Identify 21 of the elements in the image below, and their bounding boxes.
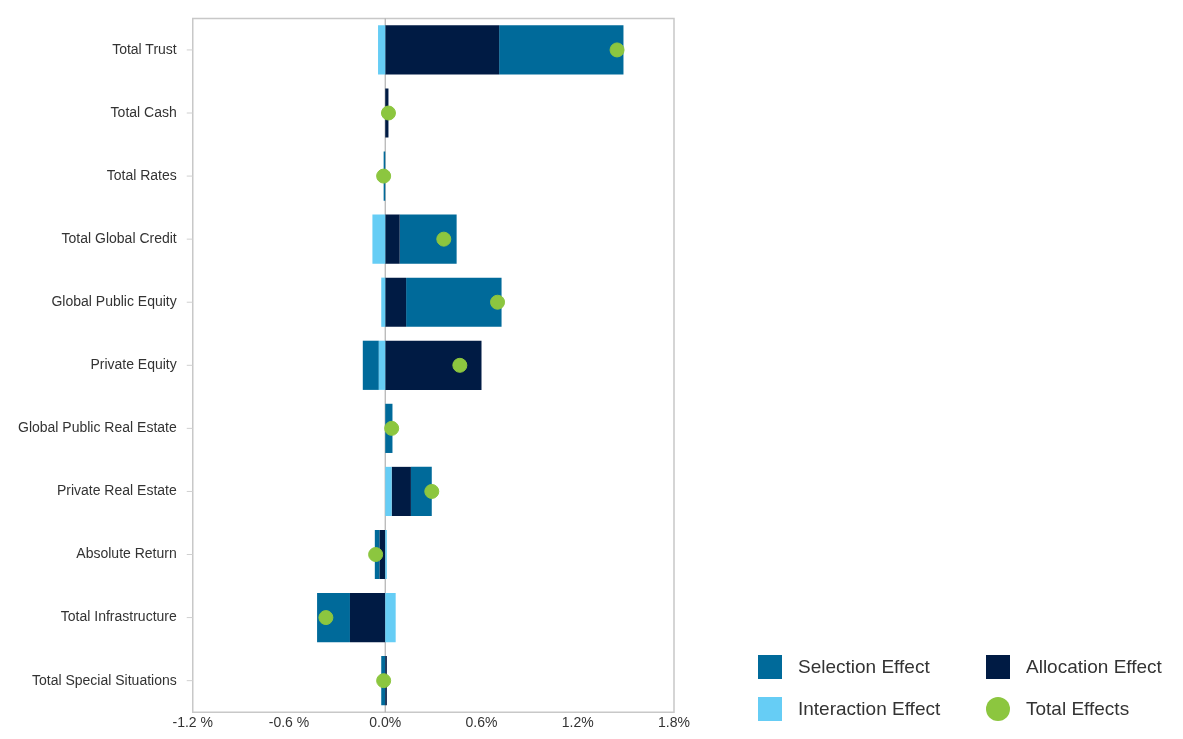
legend-label: Interaction Effect — [798, 698, 941, 720]
y-tick-label: Total Infrastructure — [60, 608, 177, 625]
x-tick-label: -0.6 % — [268, 714, 310, 731]
y-tick-label: Total Trust — [112, 40, 177, 57]
x-tick-label: -1.2 % — [172, 714, 213, 731]
x-tick-label: 0.6% — [465, 714, 498, 731]
y-tick-label: Total Special Situations — [31, 671, 177, 688]
legend-label: Total Effects — [1026, 698, 1130, 720]
y-tick-label: Absolute Return — [76, 545, 177, 562]
y-tick-label: Global Public Equity — [51, 293, 177, 310]
y-tick-label: Private Real Estate — [56, 482, 177, 499]
y-tick-label: Global Public Real Estate — [17, 419, 177, 436]
y-tick-label: Total Cash — [110, 103, 177, 120]
legend-label: Selection Effect — [798, 656, 930, 678]
y-tick-label: Total Rates — [106, 166, 177, 183]
y-tick-label: Total Global Credit — [61, 230, 177, 247]
x-tick-label: 1.8% — [658, 714, 690, 731]
x-tick-label: 1.2% — [561, 714, 594, 731]
x-tick-label: 0.0% — [369, 714, 402, 731]
y-tick-label: Private Equity — [90, 356, 177, 373]
legend-label: Allocation Effect — [1026, 656, 1162, 678]
